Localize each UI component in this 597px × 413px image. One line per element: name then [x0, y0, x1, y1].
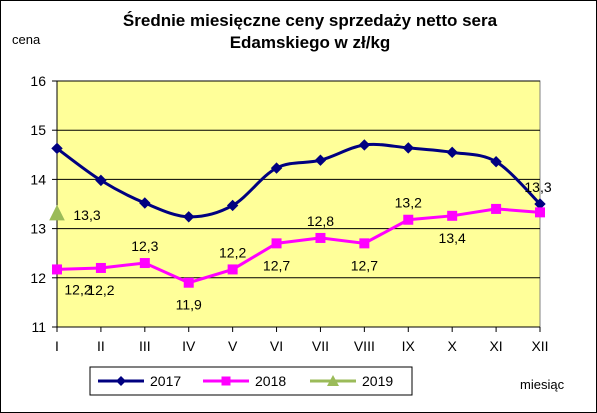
marker-2017 [314, 154, 327, 166]
marker-2017 [490, 155, 502, 168]
data-label: 12,7 [351, 257, 378, 273]
data-label: 12,2 [87, 282, 114, 298]
y-tick-labels: 11 12 13 14 15 16 [30, 73, 46, 335]
data-label: 12,3 [131, 238, 158, 254]
x-tick-label: XII [531, 338, 548, 354]
data-label: 13,2 [395, 195, 422, 211]
x-tick-label: VIII [354, 338, 375, 354]
marker-2017 [183, 211, 195, 223]
legend-marker-2019 [327, 375, 339, 386]
y-tick-label: 13 [30, 221, 46, 237]
y-tick-label: 15 [30, 122, 46, 138]
marker-2019 [49, 204, 65, 221]
marker-2017 [402, 142, 414, 154]
x-tick-label: III [139, 338, 151, 354]
data-label: 11,9 [176, 297, 202, 313]
data-label: 12,8 [307, 213, 334, 229]
marker-2017 [226, 199, 239, 212]
y-tick-label: 11 [31, 319, 46, 335]
marker-2018 [52, 264, 62, 275]
marker-2018 [183, 277, 194, 288]
y-tick-label: 14 [30, 171, 46, 187]
data-label: 13,4 [439, 230, 466, 246]
x-tick-label: II [97, 338, 105, 354]
marker-2018 [447, 210, 458, 221]
data-label: 13,3 [73, 207, 100, 223]
legend-marker-2017 [116, 376, 126, 386]
legend: 2017 2018 2019 [89, 366, 413, 396]
marker-2018 [315, 232, 326, 243]
marker-2017 [95, 174, 107, 187]
legend-label: 2019 [362, 373, 393, 389]
marker-2018 [359, 238, 370, 249]
marker-2018 [491, 203, 502, 214]
x-tick-label: IX [402, 338, 416, 354]
data-label: 12,2 [64, 281, 91, 297]
x-tick-labels: I II III IV V VI VII VIII IX X XI XII [55, 327, 549, 354]
marker-2018 [535, 207, 545, 218]
marker-2017 [270, 162, 283, 174]
y-axis-label: cena [12, 32, 41, 47]
title-line: Średnie miesięczne ceny sprzedaży netto … [123, 11, 498, 30]
x-tick-label: XI [489, 338, 502, 354]
x-tick-label: X [448, 338, 458, 354]
chart-title: Średnie miesięczne ceny sprzedaży netto … [123, 11, 498, 52]
title-line: Edamskiego w zł/kg [230, 33, 391, 52]
marker-2018 [95, 262, 106, 273]
legend-label: 2018 [255, 373, 286, 389]
x-tick-label: VI [270, 338, 283, 354]
x-axis-label: miesiąc [520, 377, 565, 392]
data-label: 13,3 [524, 179, 551, 195]
x-tick-label: IV [182, 338, 196, 354]
series-markers [49, 139, 546, 288]
x-tick-label: V [228, 338, 238, 354]
data-label: 12,2 [219, 244, 246, 260]
y-tick-label: 16 [30, 73, 46, 89]
marker-2018 [227, 264, 238, 275]
marker-2017 [139, 197, 151, 209]
x-tick-label: I [55, 338, 59, 354]
marker-2017 [51, 142, 63, 155]
marker-2018 [139, 258, 150, 269]
y-tick-label: 12 [30, 270, 46, 286]
legend-marker-2018 [221, 376, 231, 386]
marker-2017 [358, 139, 371, 151]
data-labels: 13,312,212,212,311,912,212,712,812,713,2… [64, 179, 551, 313]
legend-label: 2017 [150, 373, 181, 389]
series-line-2018 [56, 207, 541, 285]
axes [56, 81, 540, 328]
marker-2018 [403, 214, 414, 225]
x-tick-label: VII [312, 338, 329, 354]
marker-2018 [271, 238, 282, 249]
data-label: 12,7 [263, 257, 290, 273]
marker-2017 [446, 146, 458, 159]
plot-area [56, 80, 541, 328]
